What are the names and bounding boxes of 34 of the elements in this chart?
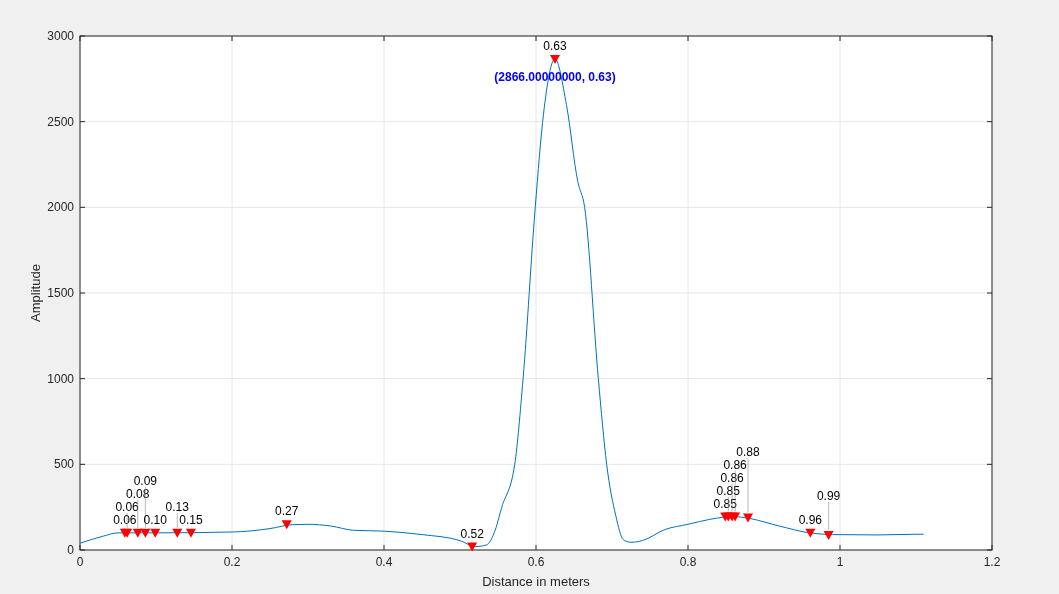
annotation: 0.85 xyxy=(716,483,741,498)
y-tick-label: 1500 xyxy=(47,286,75,300)
x-tick-label: 0.6 xyxy=(527,555,545,569)
annotation: 0.99 xyxy=(816,488,841,503)
x-tick-label: 0.8 xyxy=(679,555,697,569)
annotation: 0.15 xyxy=(179,512,203,527)
annotation: 0.88 xyxy=(736,445,761,460)
y-tick-label: 0 xyxy=(67,543,75,557)
annotation: 0.27 xyxy=(275,504,299,519)
annotation: 0.06 xyxy=(113,512,137,527)
x-axis-title: Distance in meters xyxy=(482,574,591,589)
annotation: 0.85 xyxy=(713,496,738,511)
y-tick-label: 500 xyxy=(53,457,75,472)
annotation: (2866.00000000, 0.63) xyxy=(494,69,616,84)
x-tick-label: 0.4 xyxy=(375,555,393,569)
annotation: 0.06 xyxy=(115,499,140,514)
y-axis-title: Amplitude xyxy=(28,264,43,322)
y-tick-label: 3000 xyxy=(47,29,75,43)
y-tick-label: 2000 xyxy=(47,200,75,215)
annotation: 0.86 xyxy=(720,470,745,485)
x-tick-label: 1 xyxy=(836,555,844,569)
x-tick-label: 0 xyxy=(76,555,84,569)
annotation: 0.10 xyxy=(143,512,168,527)
x-tick-label: 0.2 xyxy=(223,555,241,569)
annotation: 0.09 xyxy=(133,473,158,488)
annotation: 0.13 xyxy=(165,499,190,514)
annotation: 0.86 xyxy=(723,457,748,472)
x-tick-label: 1.2 xyxy=(983,555,1001,569)
annotation: 0.63 xyxy=(543,38,567,53)
annotation: 0.96 xyxy=(798,512,823,527)
y-tick-label: 1000 xyxy=(47,371,75,386)
annotation: 0.08 xyxy=(126,486,150,501)
annotation: 0.52 xyxy=(460,526,485,541)
y-tick-label: 2500 xyxy=(47,114,75,129)
